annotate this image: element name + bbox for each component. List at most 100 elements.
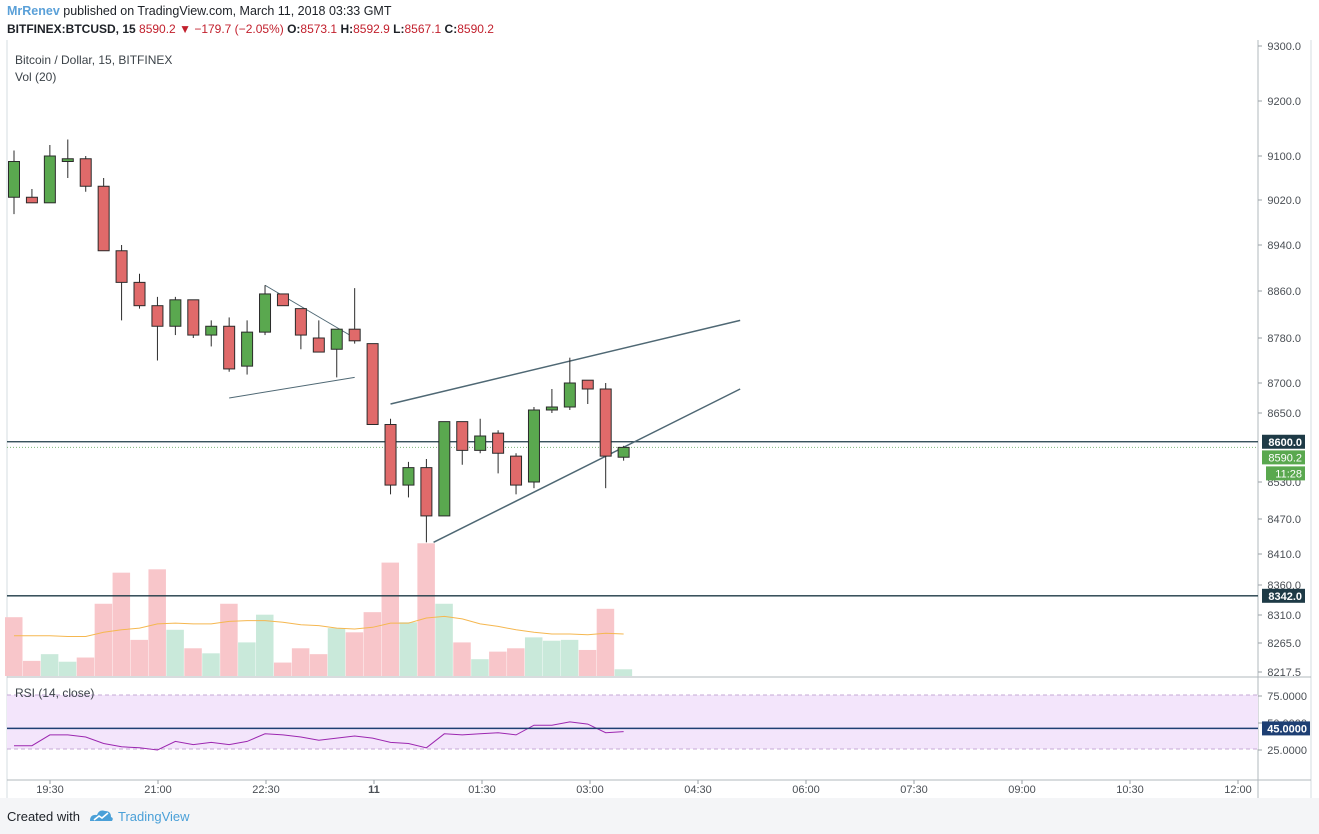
volume-bar — [524, 637, 543, 676]
candle-body[interactable] — [241, 331, 254, 367]
candle-body[interactable] — [510, 455, 523, 486]
candle-body[interactable] — [581, 379, 594, 390]
candle-body[interactable] — [223, 325, 236, 370]
volume-bar — [417, 543, 435, 676]
rsi-band — [7, 695, 1258, 749]
candle-body[interactable] — [527, 409, 540, 483]
open-label: O: — [287, 22, 301, 36]
volume-bar — [112, 572, 131, 676]
time-tick-label: 19:30 — [36, 784, 64, 796]
candle-body[interactable] — [456, 421, 469, 451]
time-tick-label: 21:00 — [144, 784, 172, 796]
candle-body[interactable] — [205, 325, 218, 336]
price-tick-label: 8265.0 — [1267, 638, 1301, 650]
price-tick-label: 8940.0 — [1267, 240, 1301, 252]
ohlc-line: BITFINEX:BTCUSD, 15 8590.2 ▼ −179.7 (−2.… — [7, 22, 494, 36]
price-tick-label: 8700.0 — [1267, 378, 1301, 390]
level-price-label: 8342.0 — [1268, 591, 1302, 603]
candle-body[interactable] — [384, 424, 397, 486]
time-tick-label: 22:30 — [252, 784, 280, 796]
price-tick-label: 8310.0 — [1267, 610, 1301, 622]
time-tick-label: 03:00 — [576, 784, 604, 796]
price-tick-label: 9100.0 — [1267, 151, 1301, 163]
candle-body[interactable] — [259, 293, 272, 333]
low-label: L: — [393, 22, 405, 36]
candle-series — [8, 139, 630, 543]
author-link[interactable]: MrRenev — [7, 4, 60, 18]
time-axis: 19:30 21:00 22:30 11 01:30 03:00 04:30 06:00 07:… — [36, 780, 1252, 796]
candle-body[interactable] — [115, 250, 128, 283]
volume-bar — [596, 608, 615, 676]
volume-bar — [5, 617, 23, 676]
volume-bar — [220, 603, 238, 676]
candle-body[interactable] — [438, 421, 451, 517]
volume-bar — [238, 642, 256, 676]
volume-bar — [381, 562, 400, 676]
volume-bar — [435, 603, 453, 676]
price-tick-label: 8780.0 — [1267, 333, 1301, 345]
candle-body[interactable] — [366, 343, 379, 425]
volume-bar — [166, 629, 184, 676]
candle-body[interactable] — [61, 158, 74, 162]
volume-bar — [273, 662, 292, 676]
publish-line: MrRenev published on TradingView.com, Ma… — [7, 4, 391, 18]
volume-bar — [327, 628, 346, 676]
price-tick-label: 8860.0 — [1267, 286, 1301, 298]
candle-body[interactable] — [617, 446, 630, 458]
candle-body[interactable] — [8, 161, 20, 198]
trendline-triangle-lower[interactable] — [229, 376, 355, 399]
last-price-badge — [1262, 450, 1305, 465]
candle-body[interactable] — [330, 328, 343, 350]
rsi-line — [14, 721, 624, 751]
volume-bar — [40, 654, 59, 676]
series-title: Bitcoin / Dollar, 15, BITFINEX — [15, 53, 172, 67]
candle-body[interactable] — [402, 467, 415, 486]
footer: Created with TradingView — [0, 798, 1319, 834]
candle-body[interactable] — [294, 308, 307, 336]
candle-body[interactable] — [492, 432, 505, 454]
high-label: H: — [340, 22, 354, 36]
tradingview-link[interactable]: TradingView — [118, 809, 190, 824]
time-tick-label: 09:00 — [1008, 784, 1036, 796]
candle-body[interactable] — [43, 155, 56, 204]
volume-bar — [184, 648, 202, 676]
candle-body[interactable] — [474, 435, 487, 451]
candle-body[interactable] — [169, 299, 182, 327]
volume-bar — [363, 612, 382, 676]
level-price-badge — [1262, 434, 1305, 449]
volume-bar — [291, 648, 310, 676]
countdown-badge — [1266, 466, 1305, 481]
volume-bar — [614, 669, 633, 676]
candle-body[interactable] — [276, 293, 289, 307]
trendline-wedge-lower[interactable] — [433, 388, 741, 544]
candle-body[interactable] — [563, 382, 576, 408]
candle-body[interactable] — [599, 388, 612, 457]
candle-body[interactable] — [312, 337, 325, 353]
price-tick-label: 8410.0 — [1267, 549, 1301, 561]
open-value: 8573.1 — [300, 22, 338, 36]
candle-body[interactable] — [151, 305, 164, 327]
rsi-legend: RSI (14, close) — [15, 686, 94, 700]
volume-bar — [471, 659, 489, 676]
chart-canvas[interactable]: 9300.0 9200.0 9100.0 9020.0 8940.0 8860.0 8780… — [0, 40, 1319, 798]
tradingview-logo-icon[interactable] — [88, 808, 114, 824]
candle-body[interactable] — [187, 299, 200, 336]
candle-body[interactable] — [25, 196, 38, 204]
candle-body[interactable] — [420, 467, 433, 517]
volume-bar — [507, 648, 525, 676]
price-tick-label: 9200.0 — [1267, 96, 1301, 108]
symbol-label[interactable]: BITFINEX:BTCUSD, 15 — [7, 22, 136, 36]
created-with-text: Created with — [7, 809, 80, 824]
candle-body[interactable] — [97, 185, 110, 252]
rsi-tick-label: 75.0000 — [1267, 691, 1307, 703]
price-tick-label: 9020.0 — [1267, 195, 1301, 207]
candle-body[interactable] — [545, 406, 558, 411]
volume-bar — [453, 642, 471, 676]
candle-body[interactable] — [348, 328, 361, 342]
candle-body[interactable] — [133, 281, 146, 307]
candle-body[interactable] — [79, 158, 92, 187]
volume-bar — [399, 622, 417, 676]
volume-bar — [489, 651, 507, 676]
time-tick-label: 11 — [368, 784, 380, 796]
trendline-wedge-upper[interactable] — [390, 319, 741, 405]
